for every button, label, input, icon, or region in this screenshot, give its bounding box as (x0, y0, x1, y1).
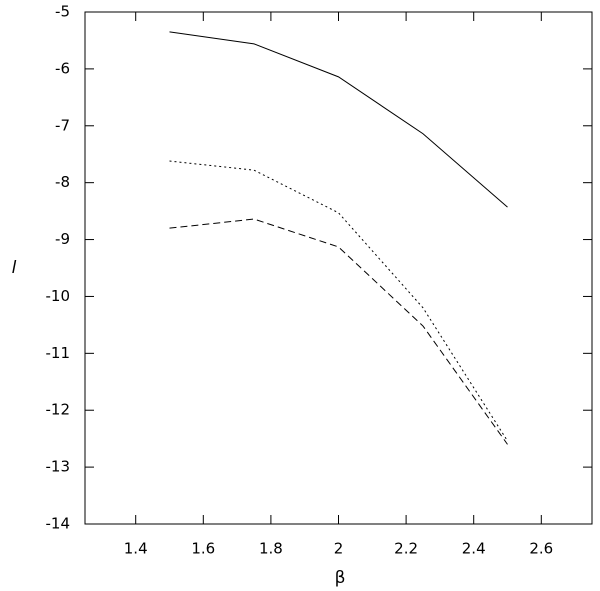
y-tick-label: -8 (55, 173, 70, 191)
x-axis-label: β (335, 568, 346, 588)
x-tick-label: 2.2 (394, 540, 418, 558)
x-tick-label: 2.6 (529, 540, 553, 558)
x-tick-label: 2 (334, 540, 344, 558)
y-tick-label: -11 (46, 344, 71, 362)
series-line (169, 31, 508, 208)
plot-frame (84, 11, 593, 525)
series-line (169, 160, 508, 442)
x-tick-label: 1.8 (259, 540, 283, 558)
x-tick-label: 2.4 (462, 540, 486, 558)
y-tick-label: -12 (46, 401, 71, 419)
y-tick-label: -10 (46, 287, 71, 305)
x-tick-label: 1.4 (124, 540, 148, 558)
y-tick-label: -6 (55, 59, 70, 77)
y-tick-label: -5 (55, 3, 70, 21)
y-tick-label: -14 (46, 515, 71, 533)
series-line (169, 218, 508, 445)
y-tick-label: -7 (55, 116, 70, 134)
x-tick-label: 1.6 (191, 540, 215, 558)
y-axis-label: l (12, 258, 17, 278)
y-tick-label: -13 (46, 458, 71, 476)
y-tick-label: -9 (55, 230, 70, 248)
